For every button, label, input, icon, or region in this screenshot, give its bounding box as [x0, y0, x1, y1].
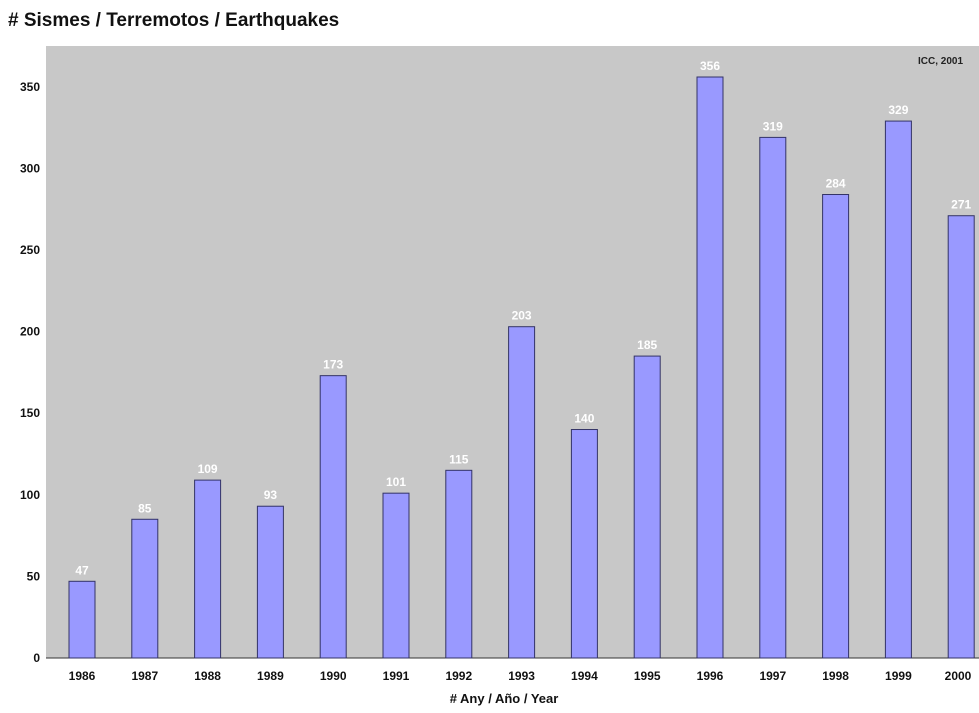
- bar: [508, 326, 536, 659]
- data-label: 115: [449, 452, 469, 466]
- data-label: 93: [264, 488, 278, 502]
- bar: [822, 194, 850, 659]
- x-tick-label: 1995: [634, 669, 661, 683]
- x-tick-label: 1992: [445, 669, 472, 683]
- y-tick-label: 350: [20, 80, 40, 94]
- data-label: 101: [386, 475, 406, 489]
- bar: [68, 580, 96, 659]
- data-label: 173: [323, 358, 343, 372]
- data-labels-group: 47 85 109 93 173 101 115 203 140 185 356 319 284 329 2…: [75, 59, 971, 577]
- bar: [382, 492, 410, 659]
- chart-title: # Sismes / Terremotos / Earthquakes: [8, 10, 339, 31]
- data-label: 109: [198, 462, 218, 476]
- data-label: 356: [700, 59, 720, 73]
- x-tick-label: 1993: [508, 669, 535, 683]
- x-tick-label: 1996: [697, 669, 724, 683]
- x-tick-label: 1989: [257, 669, 284, 683]
- data-label: 329: [888, 103, 908, 117]
- x-tick-label: 2000: [945, 669, 972, 683]
- x-tick-label: 1999: [885, 669, 912, 683]
- y-axis-ticks: 0 50 100 150 200 250 300 350: [20, 80, 40, 665]
- x-tick-label: 1991: [383, 669, 410, 683]
- x-tick-label: 1994: [571, 669, 598, 683]
- x-axis-ticks: 1986 1987 1988 1989 1990 1991 1992 1993 1994 1995…: [69, 669, 972, 683]
- y-tick-label: 0: [33, 651, 40, 665]
- x-tick-label: 1997: [759, 669, 786, 683]
- bar: [445, 469, 473, 659]
- data-label: 271: [951, 198, 971, 212]
- y-tick-label: 250: [20, 243, 40, 257]
- bar: [319, 375, 347, 659]
- data-label: 284: [826, 177, 846, 191]
- data-label: 85: [138, 501, 152, 515]
- x-tick-label: 1988: [194, 669, 221, 683]
- x-tick-label: 1990: [320, 669, 347, 683]
- data-label: 319: [763, 119, 783, 133]
- bar: [194, 479, 222, 659]
- chart-credit: ICC, 2001: [918, 56, 963, 67]
- bar: [256, 505, 284, 659]
- bar: [759, 136, 787, 659]
- y-tick-label: 100: [20, 488, 40, 502]
- y-tick-label: 50: [27, 569, 41, 583]
- bar: [696, 76, 724, 659]
- data-label: 203: [512, 309, 532, 323]
- y-tick-label: 300: [20, 161, 40, 175]
- bars-group: [68, 76, 975, 659]
- bar: [131, 518, 159, 659]
- data-label: 185: [637, 338, 657, 352]
- bar: [633, 355, 661, 659]
- x-axis-label: # Any / Año / Year: [450, 691, 559, 706]
- data-label: 47: [75, 563, 89, 577]
- y-tick-label: 150: [20, 406, 40, 420]
- x-tick-label: 1986: [69, 669, 96, 683]
- bar: [947, 215, 975, 659]
- data-label: 140: [574, 412, 594, 426]
- x-tick-label: 1987: [131, 669, 158, 683]
- bar: [570, 429, 598, 659]
- x-tick-label: 1998: [822, 669, 849, 683]
- y-tick-label: 200: [20, 325, 40, 339]
- bar: [884, 120, 912, 659]
